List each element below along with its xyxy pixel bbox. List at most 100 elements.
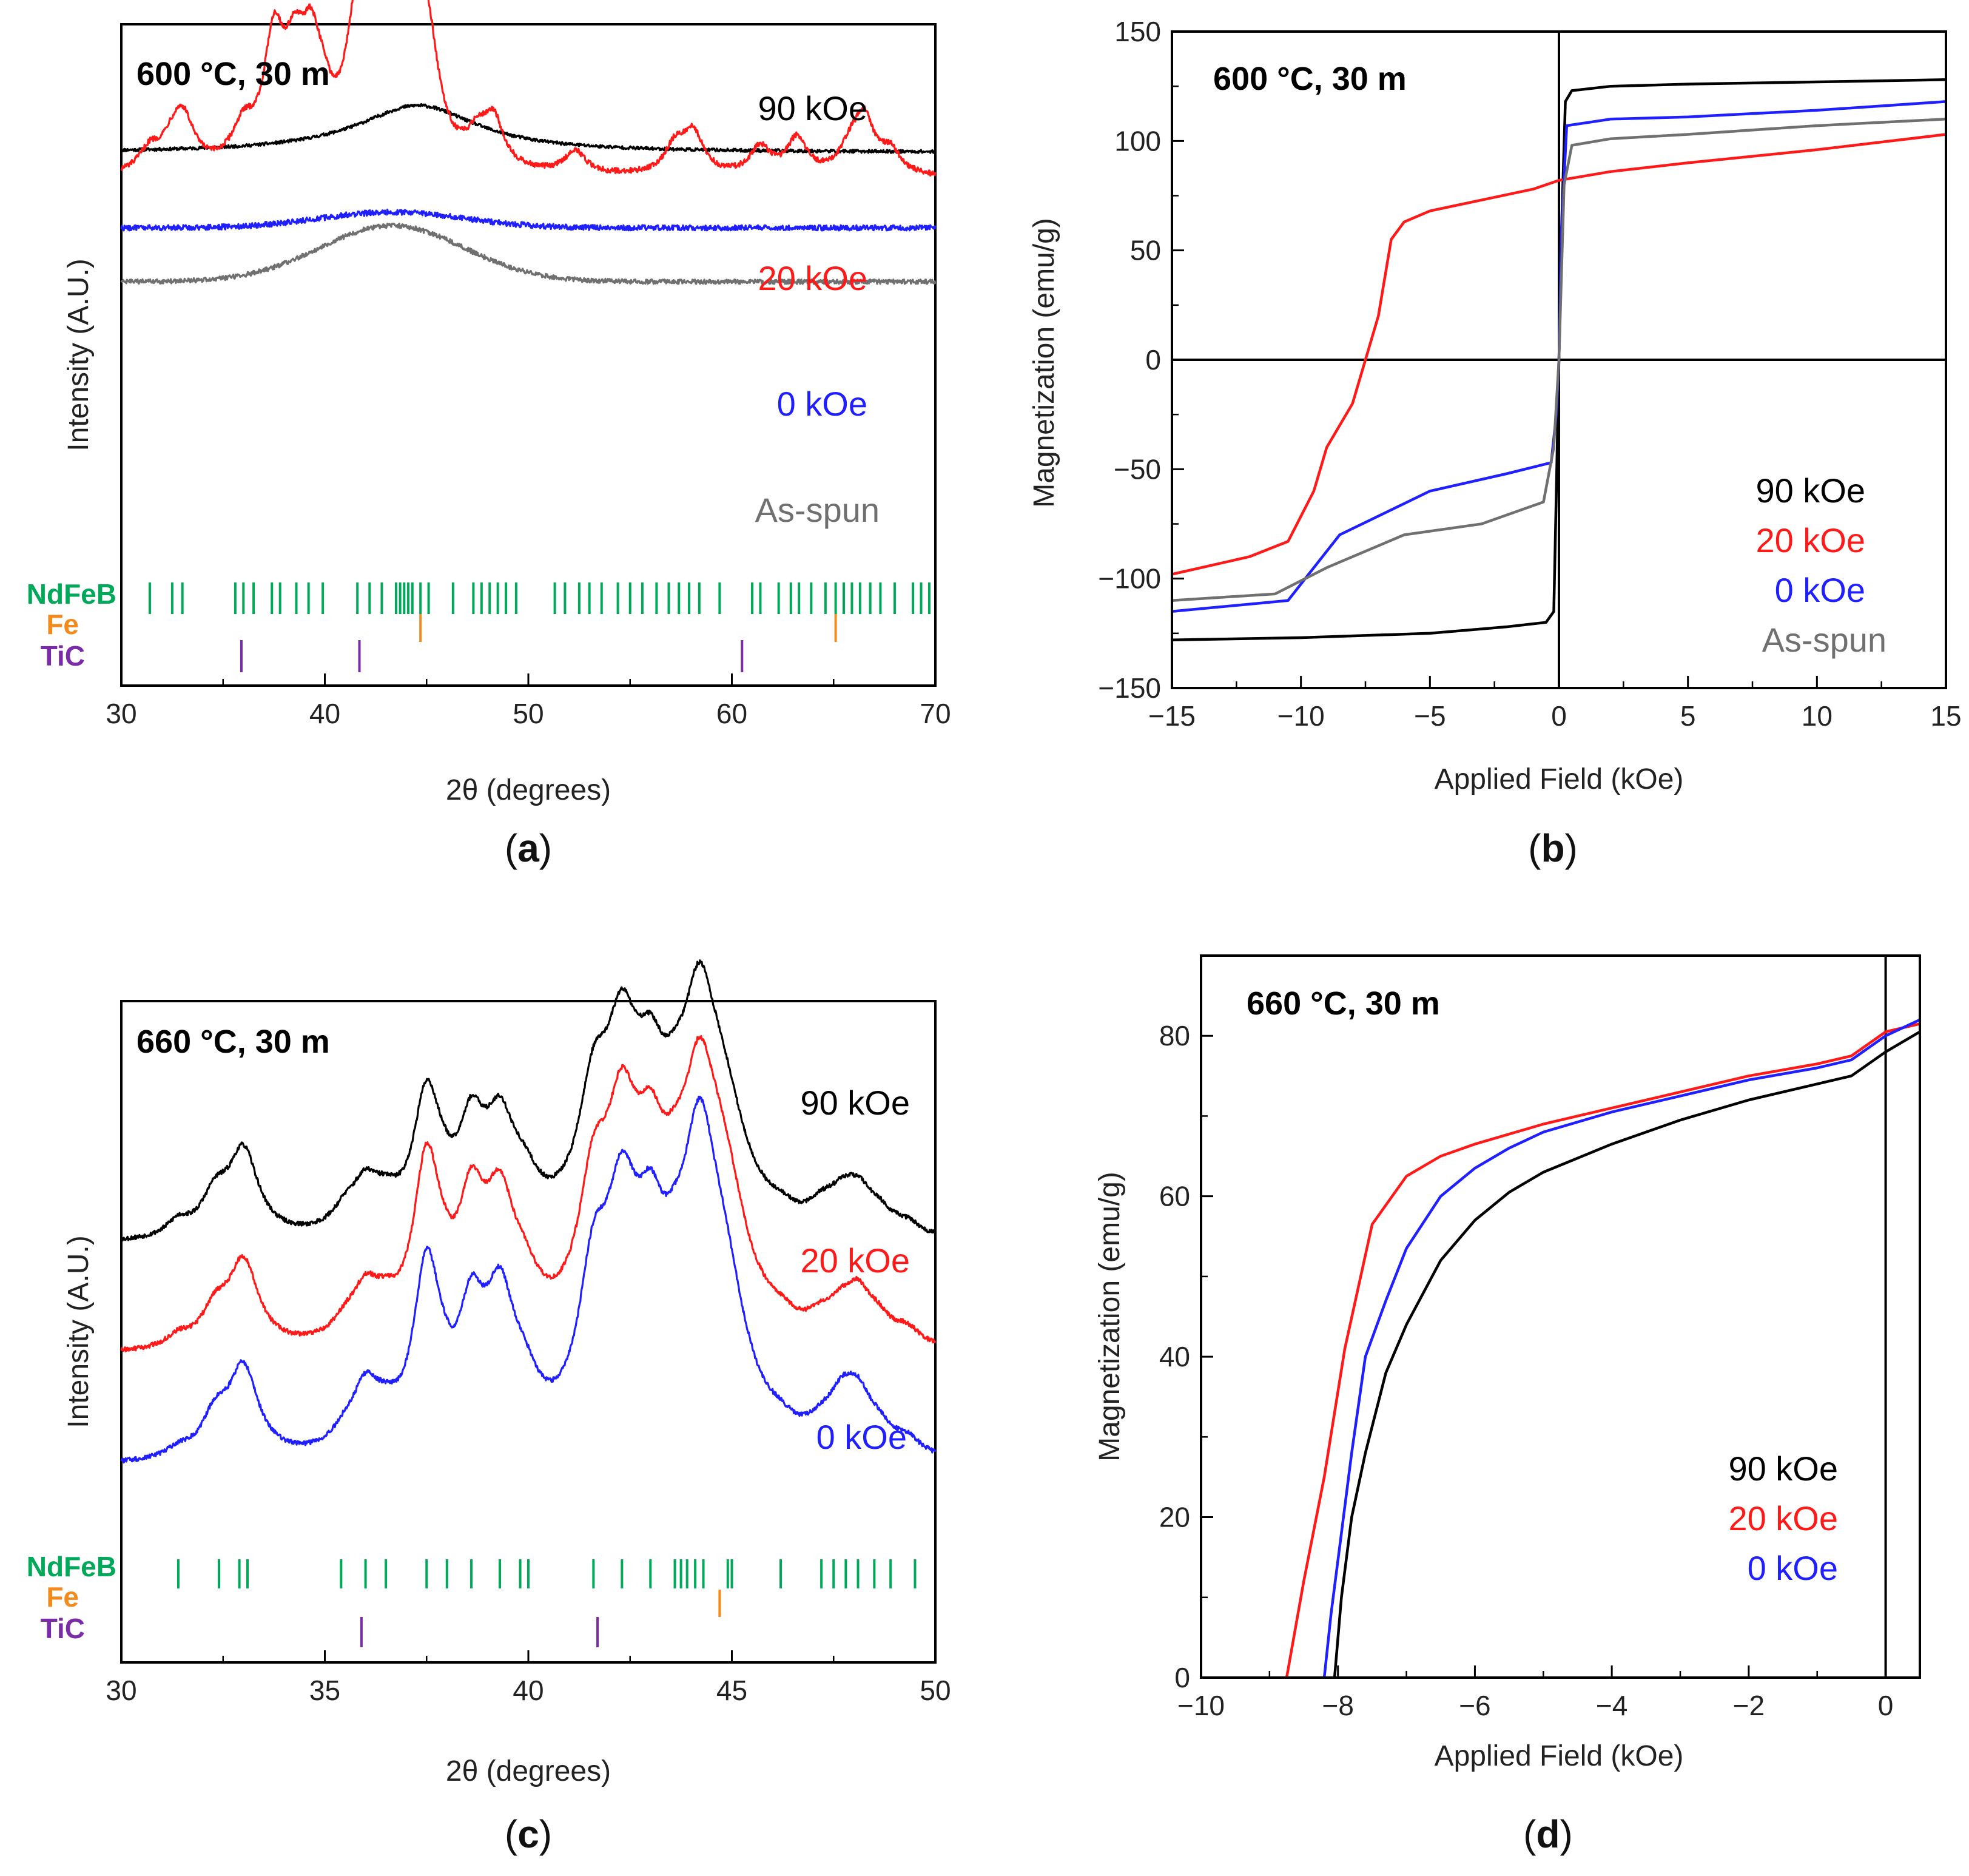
y-tick-label: 0 xyxy=(1145,344,1161,376)
panel-a-y-axis-label: Intensity (A.U.) xyxy=(62,258,95,451)
panel-d-legend-20koe: 20 kOe xyxy=(1728,1499,1838,1537)
panel-b-caption-letter: b xyxy=(1541,826,1564,870)
panel-c-phase-label-tic: TiC xyxy=(41,1613,85,1644)
panel-d-series-group xyxy=(1285,1018,1921,1678)
magnetization-curve-90-koe xyxy=(1333,1030,1921,1678)
panel-a-label-20koe: 20 kOe xyxy=(758,259,867,297)
panel-a-title: 600 °C, 30 m xyxy=(136,56,330,92)
panel-a-phase-label-ndfeb: NdFeB xyxy=(27,578,116,610)
xrd-pattern-as-spun xyxy=(120,223,937,285)
x-tick-label: 0 xyxy=(1551,700,1567,732)
panel-c-series-group xyxy=(120,959,937,1464)
panel-d-ticks: −10 −8 −6 −4 −2 0 0 20 40 60 80 xyxy=(1159,1020,1894,1721)
panel-c-xrd-660c: 30 35 40 45 50 660 °C, 30 m 90 kOe 20 kOe 0 … xyxy=(27,959,951,1856)
panel-a-phase-label-tic: TiC xyxy=(41,640,85,672)
panel-b-legend-20koe: 20 kOe xyxy=(1755,521,1865,559)
xrd-pattern-20-koe xyxy=(120,0,937,177)
panel-c-phase-label-fe: Fe xyxy=(46,1581,79,1613)
xrd-pattern-90-koe xyxy=(120,959,937,1242)
x-tick-label: 50 xyxy=(920,1675,951,1706)
x-tick-label: −10 xyxy=(1277,700,1325,732)
panel-a-series-group xyxy=(120,0,937,285)
panel-c-caption-letter: c xyxy=(517,1812,539,1856)
x-tick-label: 70 xyxy=(920,698,951,729)
panel-a-phase-markers xyxy=(148,582,931,672)
panel-c-phase-markers xyxy=(177,1559,917,1647)
y-tick-label: 40 xyxy=(1159,1341,1190,1372)
panel-d-legend-0koe: 0 kOe xyxy=(1748,1549,1838,1587)
panel-c-x-ticks: 30 35 40 45 50 xyxy=(106,1650,951,1706)
x-tick-label: 50 xyxy=(513,698,544,729)
panel-a-xrd-600c: 30 40 50 60 70 600 °C, 30 m 90 kOe 20 kOe 0 … xyxy=(27,0,951,870)
panel-b-legend-90koe: 90 kOe xyxy=(1755,471,1865,510)
xrd-pattern-0-koe xyxy=(120,1095,937,1464)
panel-a-caption-letter: a xyxy=(517,826,539,870)
panel-a-label-0koe: 0 kOe xyxy=(777,385,867,423)
panel-d-y-axis-label: Magnetization (emu/g) xyxy=(1094,1172,1126,1462)
panel-a-x-axis-label: 2θ (degrees) xyxy=(446,774,611,806)
panel-d-caption: (d) xyxy=(1523,1812,1573,1856)
x-tick-label: −4 xyxy=(1596,1690,1627,1721)
magnetization-curve-as-spun xyxy=(1171,118,1947,602)
x-tick-label: 10 xyxy=(1802,700,1833,732)
panel-d-title: 660 °C, 30 m xyxy=(1247,985,1440,1022)
panel-d-caption-letter: d xyxy=(1536,1812,1560,1856)
panel-b-y-axis-label: Magnetization (emu/g) xyxy=(1028,218,1060,508)
panel-c-title: 660 °C, 30 m xyxy=(136,1024,330,1060)
panel-c-caption: (c) xyxy=(505,1812,552,1856)
y-tick-label: −150 xyxy=(1098,672,1161,704)
panel-d-legend-90koe: 90 kOe xyxy=(1728,1449,1838,1488)
x-tick-label: 40 xyxy=(309,698,340,729)
panel-b-legend-as-spun: As-spun xyxy=(1762,621,1887,659)
panel-a-label-90koe: 90 kOe xyxy=(758,89,867,127)
panel-c-x-axis-label: 2θ (degrees) xyxy=(446,1755,611,1787)
x-tick-label: 30 xyxy=(106,1675,136,1706)
y-tick-label: 150 xyxy=(1114,16,1161,47)
x-tick-label: 0 xyxy=(1878,1690,1894,1721)
magnetization-curve-20-koe xyxy=(1285,1022,1920,1678)
panel-b-title: 600 °C, 30 m xyxy=(1213,61,1407,97)
y-tick-label: 20 xyxy=(1159,1502,1190,1533)
panel-c-label-0koe: 0 kOe xyxy=(816,1418,907,1456)
y-tick-label: 50 xyxy=(1130,235,1161,266)
x-tick-label: 15 xyxy=(1930,700,1961,732)
x-tick-label: 30 xyxy=(106,698,136,729)
magnetization-curve-20-koe xyxy=(1171,133,1947,576)
panel-c-label-20koe: 20 kOe xyxy=(800,1241,910,1280)
panel-a-caption: (a) xyxy=(505,826,552,870)
x-tick-label: −8 xyxy=(1322,1690,1353,1721)
panel-c-phase-label-ndfeb: NdFeB xyxy=(27,1551,116,1582)
x-tick-label: −6 xyxy=(1459,1690,1490,1721)
x-tick-label: −10 xyxy=(1177,1690,1225,1721)
panel-d-plot-frame xyxy=(1200,954,1921,1679)
panel-d-demag-660c: −10 −8 −6 −4 −2 0 0 20 40 60 80 660 °C, 30 m 90 kO… xyxy=(1094,954,1921,1856)
y-tick-label: 80 xyxy=(1159,1020,1190,1051)
panel-a-label-as-spun: As-spun xyxy=(755,491,880,529)
x-tick-label: −2 xyxy=(1733,1690,1765,1721)
panel-a-phase-label-fe: Fe xyxy=(46,609,79,640)
x-tick-label: −5 xyxy=(1414,700,1446,732)
magnetization-curve-0-koe xyxy=(1322,1018,1920,1678)
xrd-pattern-20-koe xyxy=(120,1034,937,1352)
xrd-pattern-0-koe xyxy=(120,208,937,232)
panel-d-x-axis-label: Applied Field (kOe) xyxy=(1435,1740,1684,1772)
panel-b-x-axis-label: Applied Field (kOe) xyxy=(1435,763,1684,795)
panel-b-series-group xyxy=(1171,78,1947,641)
x-tick-label: 5 xyxy=(1680,700,1696,732)
x-tick-label: 60 xyxy=(716,698,747,729)
panel-b-caption: (b) xyxy=(1528,826,1578,870)
x-tick-label: 40 xyxy=(513,1675,544,1706)
x-tick-label: 45 xyxy=(716,1675,747,1706)
y-tick-label: 0 xyxy=(1174,1662,1190,1693)
panel-a-x-ticks: 30 40 50 60 70 xyxy=(106,673,951,729)
y-tick-label: 60 xyxy=(1159,1181,1190,1212)
y-tick-label: −100 xyxy=(1098,563,1161,595)
panel-c-y-axis-label: Intensity (A.U.) xyxy=(62,1235,95,1428)
xrd-pattern-90-koe xyxy=(121,103,937,154)
x-tick-label: 35 xyxy=(309,1675,340,1706)
x-tick-label: −15 xyxy=(1148,700,1196,732)
panel-b-legend-0koe: 0 kOe xyxy=(1775,571,1865,609)
